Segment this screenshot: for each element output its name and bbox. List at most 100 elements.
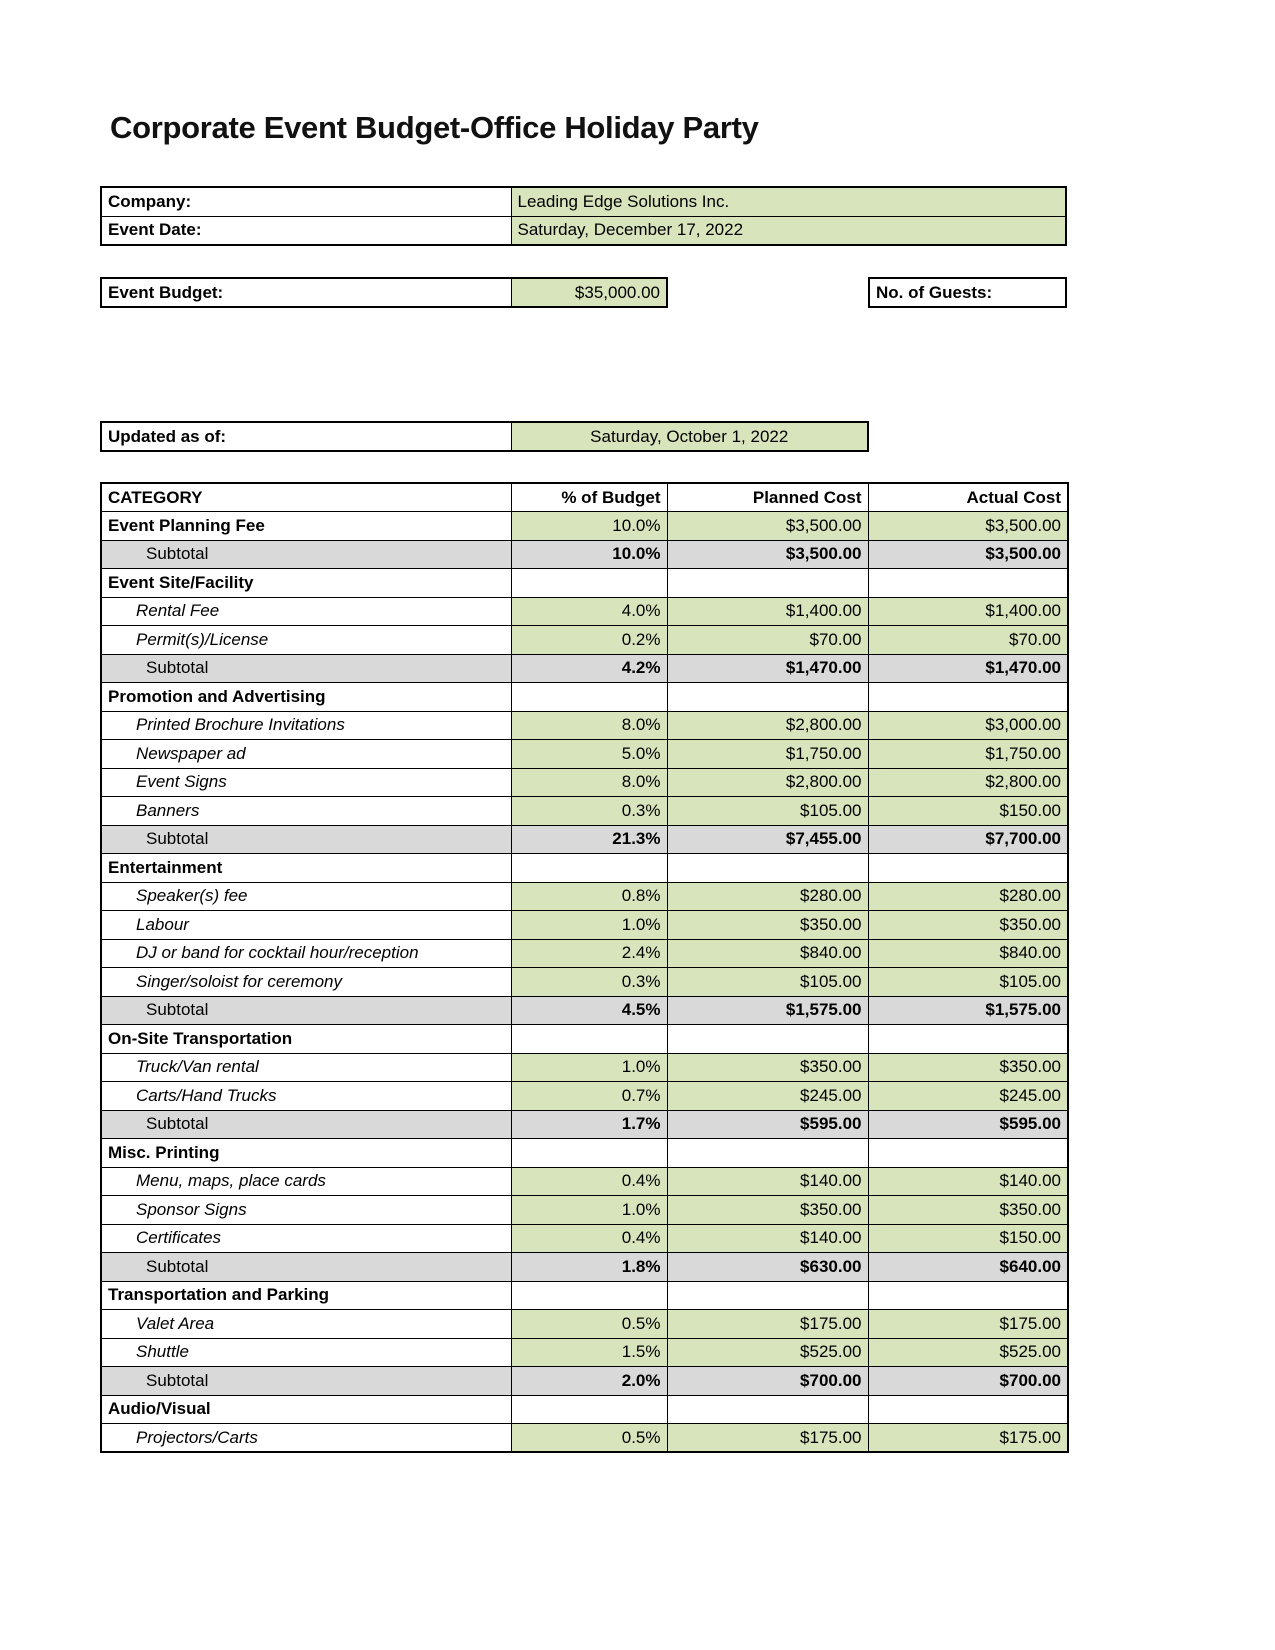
category-cell: Misc. Printing [100, 1138, 512, 1168]
percent-cell: 4.5% [510, 995, 668, 1025]
planned-cost-cell: $280.00 [666, 881, 869, 911]
table-row: Menu, maps, place cards 0.4% $140.00 $140.0… [100, 1166, 1069, 1196]
category-cell: Menu, maps, place cards [100, 1166, 512, 1196]
actual-cost-cell [867, 853, 1069, 883]
actual-cost-cell: $245.00 [867, 1081, 1069, 1111]
table-row: Subtotal 21.3% $7,455.00 $7,700.00 [100, 824, 1069, 854]
actual-cost-cell [867, 1024, 1069, 1054]
category-cell: Subtotal [100, 653, 512, 683]
table-row: Subtotal 2.0% $700.00 $700.00 [100, 1366, 1069, 1396]
actual-cost-cell: $140.00 [867, 1166, 1069, 1196]
category-cell: On-Site Transportation [100, 1024, 512, 1054]
company-value-cell: Leading Edge Solutions Inc. [510, 186, 1067, 217]
percent-cell: 0.4% [510, 1223, 668, 1253]
planned-cost-cell: $350.00 [666, 1195, 869, 1225]
planned-cost-cell: $350.00 [666, 1052, 869, 1082]
header-planned-cost: Planned Cost [666, 482, 869, 512]
actual-cost-cell: $3,500.00 [867, 511, 1069, 541]
actual-cost-cell: $1,470.00 [867, 653, 1069, 683]
table-row: On-Site Transportation [100, 1024, 1069, 1054]
planned-cost-cell: $175.00 [666, 1423, 869, 1453]
table-row: DJ or band for cocktail hour/reception 2.… [100, 938, 1069, 968]
actual-cost-cell [867, 568, 1069, 598]
table-row: Event Site/Facility [100, 568, 1069, 598]
actual-cost-cell: $150.00 [867, 796, 1069, 826]
planned-cost-cell: $595.00 [666, 1109, 869, 1139]
company-label: Company: [100, 186, 512, 217]
actual-cost-cell: $595.00 [867, 1109, 1069, 1139]
percent-cell: 10.0% [510, 511, 668, 541]
category-cell: Subtotal [100, 539, 512, 569]
category-cell: Event Site/Facility [100, 568, 512, 598]
updated-value-cell: Saturday, October 1, 2022 [510, 421, 869, 452]
event-date-label: Event Date: [100, 215, 512, 246]
category-cell: Event Planning Fee [100, 511, 512, 541]
percent-cell: 0.5% [510, 1423, 668, 1453]
percent-cell: 1.7% [510, 1109, 668, 1139]
planned-cost-cell [666, 568, 869, 598]
table-row: Misc. Printing [100, 1138, 1069, 1168]
category-cell: Subtotal [100, 1109, 512, 1139]
table-row: Promotion and Advertising [100, 682, 1069, 712]
table-row: Subtotal 4.5% $1,575.00 $1,575.00 [100, 995, 1069, 1025]
category-cell: Singer/soloist for ceremony [100, 967, 512, 997]
table-row: Event Budget: $35,000.00 [100, 277, 668, 308]
event-budget-value-cell: $35,000.00 [510, 277, 668, 308]
table-row: Projectors/Carts 0.5% $175.00 $175.00 [100, 1423, 1069, 1453]
category-cell: Permit(s)/License [100, 625, 512, 655]
table-row: Company: Leading Edge Solutions Inc. [100, 186, 1067, 217]
category-cell: Entertainment [100, 853, 512, 883]
planned-cost-cell: $2,800.00 [666, 710, 869, 740]
percent-cell [510, 1138, 668, 1168]
category-cell: Truck/Van rental [100, 1052, 512, 1082]
header-category: CATEGORY [100, 482, 512, 512]
actual-cost-cell [867, 1138, 1069, 1168]
actual-cost-cell: $175.00 [867, 1309, 1069, 1339]
planned-cost-cell: $245.00 [666, 1081, 869, 1111]
percent-cell: 8.0% [510, 767, 668, 797]
table-row: Valet Area 0.5% $175.00 $175.00 [100, 1309, 1069, 1339]
updated-as-of-box: Updated as of: Saturday, October 1, 2022 [100, 421, 869, 452]
table-row: Newspaper ad 5.0% $1,750.00 $1,750.00 [100, 739, 1069, 769]
percent-cell: 0.8% [510, 881, 668, 911]
table-row: Labour 1.0% $350.00 $350.00 [100, 910, 1069, 940]
actual-cost-cell [867, 1280, 1069, 1310]
planned-cost-cell [666, 1280, 869, 1310]
table-row: Updated as of: Saturday, October 1, 2022 [100, 421, 869, 452]
planned-cost-cell [666, 1138, 869, 1168]
category-cell: Subtotal [100, 1366, 512, 1396]
actual-cost-cell: $3,500.00 [867, 539, 1069, 569]
planned-cost-cell: $630.00 [666, 1252, 869, 1282]
percent-cell: 10.0% [510, 539, 668, 569]
category-cell: Transportation and Parking [100, 1280, 512, 1310]
planned-cost-cell: $525.00 [666, 1337, 869, 1367]
planned-cost-cell: $105.00 [666, 967, 869, 997]
actual-cost-cell [867, 682, 1069, 712]
table-row: Shuttle 1.5% $525.00 $525.00 [100, 1337, 1069, 1367]
planned-cost-cell: $2,800.00 [666, 767, 869, 797]
table-row: Singer/soloist for ceremony 0.3% $105.00 $1… [100, 967, 1069, 997]
actual-cost-cell: $105.00 [867, 967, 1069, 997]
percent-cell [510, 682, 668, 712]
category-cell: Shuttle [100, 1337, 512, 1367]
percent-cell: 0.3% [510, 967, 668, 997]
header-percent-of-budget: % of Budget [510, 482, 668, 512]
planned-cost-cell [666, 853, 869, 883]
percent-cell [510, 568, 668, 598]
company-info-table: Company: Leading Edge Solutions Inc. Eve… [100, 186, 1067, 246]
category-cell: Newspaper ad [100, 739, 512, 769]
planned-cost-cell: $1,575.00 [666, 995, 869, 1025]
table-row: Subtotal 10.0% $3,500.00 $3,500.00 [100, 539, 1069, 569]
category-cell: Rental Fee [100, 596, 512, 626]
table-row: Subtotal 1.8% $630.00 $640.00 [100, 1252, 1069, 1282]
guests-box: No. of Guests: [868, 277, 1067, 308]
actual-cost-cell: $350.00 [867, 1195, 1069, 1225]
table-row: Event Date: Saturday, December 17, 2022 [100, 215, 1067, 246]
table-row: Event Planning Fee 10.0% $3,500.00 $3,500.0… [100, 511, 1069, 541]
budget-table: CATEGORY % of Budget Planned Cost Actual… [100, 482, 1069, 1453]
event-budget-label: Event Budget: [100, 277, 512, 308]
percent-cell: 0.3% [510, 796, 668, 826]
table-row: Banners 0.3% $105.00 $150.00 [100, 796, 1069, 826]
planned-cost-cell: $175.00 [666, 1309, 869, 1339]
table-row: Certificates 0.4% $140.00 $150.00 [100, 1223, 1069, 1253]
